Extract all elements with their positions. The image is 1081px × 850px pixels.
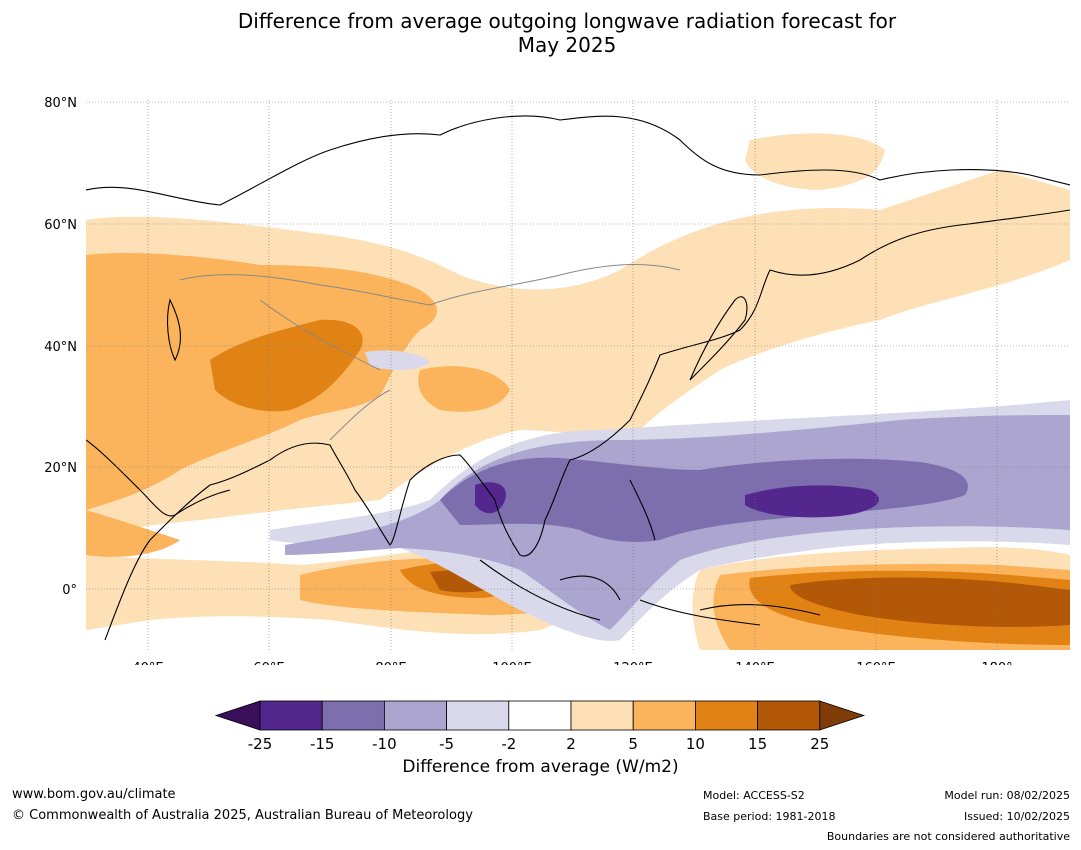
coastline-south-asia	[104, 442, 496, 641]
map-gridlines	[86, 100, 1070, 650]
anomaly-region-siberia-east	[745, 133, 885, 190]
latitude-label: 60°N	[44, 218, 77, 233]
anomaly-region-myanmar-minimum	[475, 482, 506, 514]
longitude-label: 60°E	[253, 661, 284, 665]
anomaly-region-west-asia-outer	[86, 170, 1070, 540]
coastline-japan	[689, 296, 748, 381]
anomaly-region-arabia	[86, 510, 180, 557]
colorbar-swatch	[508, 700, 572, 731]
anomaly-region-pamir	[210, 319, 363, 412]
coastline-east-asia	[494, 209, 1070, 557]
longitude-label: 180°	[981, 661, 1012, 665]
colorbar: -25 -15 -10 -5 -2 2 5 10 15 25	[214, 700, 866, 753]
base-period: Base period: 1981-2018	[703, 810, 836, 823]
latitude-label: 40°N	[44, 340, 77, 355]
colorbar-tick-label: -15	[310, 735, 335, 753]
anomaly-region-tibet-east	[418, 366, 510, 412]
coastline-arabia-africa	[86, 439, 231, 517]
colorbar-extend-high	[819, 700, 866, 731]
coastline-eurasia-north	[86, 115, 1070, 206]
colorbar-tick-label: 10	[686, 735, 705, 753]
anomaly-region-pacific-peak	[790, 577, 1070, 627]
colorbar-swatch	[446, 700, 510, 731]
colorbar-label: Difference from average (W/m2)	[402, 757, 679, 777]
colorbar-tick-label: -25	[248, 735, 273, 753]
colorbar-tick-label: -10	[372, 735, 397, 753]
longitude-label: 140°E	[735, 661, 775, 665]
latitude-label: 80°N	[44, 96, 77, 111]
longitude-label: 160°E	[856, 661, 896, 665]
model-run-date: Model run: 08/02/2025	[944, 789, 1070, 802]
model-name: Model: ACCESS-S2	[703, 789, 805, 802]
coastline-caspian	[166, 298, 181, 362]
chart-title: Difference from average outgoing longwav…	[0, 9, 1081, 57]
longitude-label: 120°E	[613, 661, 653, 665]
colorbar-tick-label: 5	[628, 735, 638, 753]
colorbar-swatch	[383, 700, 447, 731]
anomaly-region-tibet-purple	[365, 350, 430, 371]
colorbar-tick-label: 15	[748, 735, 767, 753]
coastline-philippines	[629, 479, 656, 541]
colorbar-swatch	[694, 700, 758, 731]
coastline-indonesia	[479, 559, 761, 626]
boundary-central-asia	[179, 264, 681, 441]
olr-anomaly-map: 80°N 60°N 40°N 20°N 0° 40°E 60°E 80°E 100°E 120°E…	[44, 96, 1070, 665]
colorbar-swatch	[570, 700, 634, 731]
anomaly-region-pacific-minimum	[745, 485, 879, 518]
website-link[interactable]: www.bom.gov.au/climate	[12, 787, 176, 802]
issued-date: Issued: 10/02/2025	[963, 810, 1070, 823]
latitude-label: 20°N	[44, 461, 77, 476]
longitude-label: 40°E	[132, 661, 163, 665]
colorbar-swatch	[757, 700, 821, 731]
colorbar-tick-label: 2	[566, 735, 576, 753]
title-line-2: May 2025	[517, 33, 617, 57]
colorbar-tick-label: 25	[810, 735, 829, 753]
latitude-label: 0°	[62, 583, 77, 598]
colorbar-swatch	[632, 700, 696, 731]
colorbar-swatch	[259, 700, 323, 731]
longitude-label: 100°E	[492, 661, 532, 665]
copyright-text: © Commonwealth of Australia 2025, Austra…	[12, 808, 473, 823]
colorbar-tick-label: -2	[501, 735, 516, 753]
colorbar-swatch	[321, 700, 385, 731]
map-axis-labels: 80°N 60°N 40°N 20°N 0° 40°E 60°E 80°E 100°E 120°E…	[44, 96, 1012, 665]
title-line-1: Difference from average outgoing longwav…	[237, 9, 897, 33]
longitude-label: 80°E	[375, 661, 406, 665]
colorbar-tick-label: -5	[439, 735, 454, 753]
anomaly-region-bay-of-bengal-core	[440, 457, 968, 542]
boundaries-disclaimer: Boundaries are not considered authoritat…	[826, 830, 1070, 843]
colorbar-extend-low	[214, 700, 261, 731]
coastline-new-guinea	[699, 604, 821, 616]
